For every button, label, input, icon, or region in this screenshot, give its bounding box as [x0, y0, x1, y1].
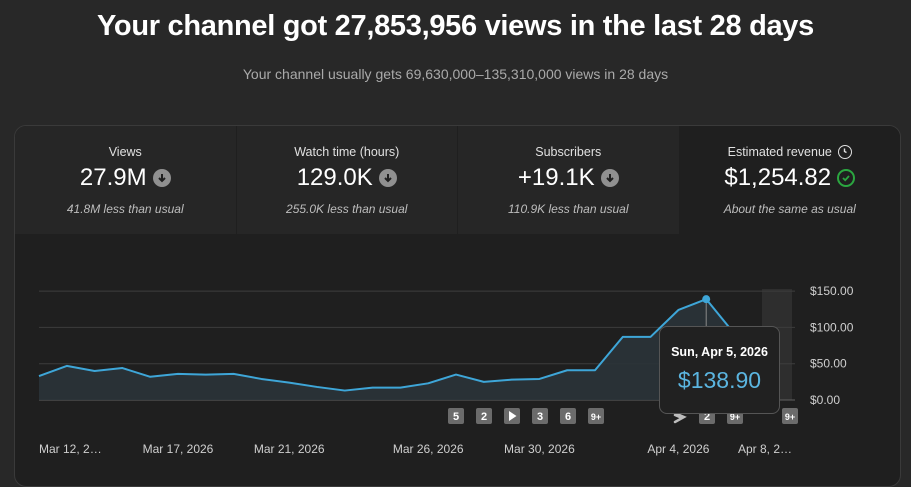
metric-label: Watch time (hours)	[294, 145, 400, 159]
metric-note: 110.9K less than usual	[507, 202, 629, 216]
metric-label-row: Estimated revenue	[680, 145, 901, 159]
event-marker	[532, 408, 548, 424]
metric-value-row: $1,254.82	[680, 164, 901, 192]
metric-note: About the same as usual	[723, 202, 856, 216]
x-tick-label: Apr 4, 2026	[647, 442, 709, 456]
revenue-line	[38, 298, 763, 392]
metric-value: 129.0K	[296, 164, 373, 191]
metric-value-row: 27.9M	[15, 164, 236, 192]
event-marker-count: 9+	[591, 412, 601, 422]
x-tick-label: Apr 8, 2…	[738, 442, 792, 456]
metric-tab-subscribers[interactable]: Subscribers +19.1K 110.9K less than usua…	[458, 126, 680, 234]
play-icon	[509, 411, 517, 421]
chart-tooltip: Sun, Apr 5, 2026 $138.90	[659, 326, 780, 414]
y-tick-label: $0.00	[810, 393, 840, 407]
x-tick-label: Mar 26, 2026	[393, 442, 464, 456]
metric-note: 255.0K less than usual	[286, 202, 408, 216]
metric-value: +19.1K	[517, 164, 595, 191]
y-tick-label: $50.00	[810, 357, 847, 371]
metric-label: Estimated revenue	[727, 145, 832, 159]
x-tick-label: Mar 12, 2…	[39, 442, 102, 456]
y-tick-label: $150.00	[810, 284, 854, 298]
x-tick-label: Mar 17, 2026	[143, 442, 214, 456]
event-marker-count: 2	[704, 411, 710, 423]
metric-value: 27.9M	[79, 164, 147, 191]
metric-label: Views	[108, 145, 142, 159]
highlight-point	[702, 295, 711, 304]
metric-value: $1,254.82	[724, 164, 832, 191]
revenue-area	[39, 299, 762, 400]
tooltip-date: Sun, Apr 5, 2026	[671, 345, 768, 359]
metric-tab-revenue[interactable]: Estimated revenue $1,254.82 About the sa…	[679, 126, 901, 234]
check-icon	[837, 169, 856, 187]
event-marker-count: 9+	[730, 412, 740, 422]
metric-label: Subscribers	[535, 145, 602, 159]
event-marker-count: 5	[453, 411, 459, 423]
arrow-down-icon	[152, 169, 171, 187]
arrow-down-icon	[378, 169, 397, 187]
analytics-card: Views 27.9M 41.8M less than usual Watch …	[14, 125, 901, 487]
x-tick-label: Mar 21, 2026	[254, 442, 325, 456]
y-tick-label: $100.00	[810, 320, 854, 334]
page-title: Your channel got 27,853,956 views in the…	[97, 10, 814, 42]
metric-tabs: Views 27.9M 41.8M less than usual Watch …	[15, 126, 900, 234]
event-marker	[448, 408, 464, 424]
revenue-chart[interactable]: $0.00 $50.00 $100.00 $150.00 5 2 3 6 9+ 2 9+ 9+ Mar …	[15, 126, 900, 486]
metric-value-row: 129.0K	[237, 164, 458, 192]
event-marker	[782, 408, 798, 424]
metric-value-row: +19.1K	[458, 164, 679, 192]
event-marker	[476, 408, 492, 424]
event-marker	[560, 408, 576, 424]
event-marker	[588, 408, 604, 424]
metric-tab-watch-time[interactable]: Watch time (hours) 129.0K 255.0K less th…	[236, 126, 458, 234]
page-subtitle: Your channel usually gets 69,630,000–135…	[242, 66, 669, 82]
clock-icon[interactable]	[837, 145, 852, 159]
metric-tab-views[interactable]: Views 27.9M 41.8M less than usual	[15, 126, 237, 234]
event-marker-count: 3	[537, 411, 543, 423]
x-tick-label: Mar 30, 2026	[504, 442, 575, 456]
event-marker-count: 9+	[785, 412, 795, 422]
event-marker-count: 2	[481, 411, 487, 423]
metric-note: 41.8M less than usual	[66, 202, 184, 216]
tooltip-value: $138.90	[677, 367, 762, 393]
arrow-down-icon	[600, 169, 619, 187]
event-marker-count: 6	[565, 411, 571, 423]
